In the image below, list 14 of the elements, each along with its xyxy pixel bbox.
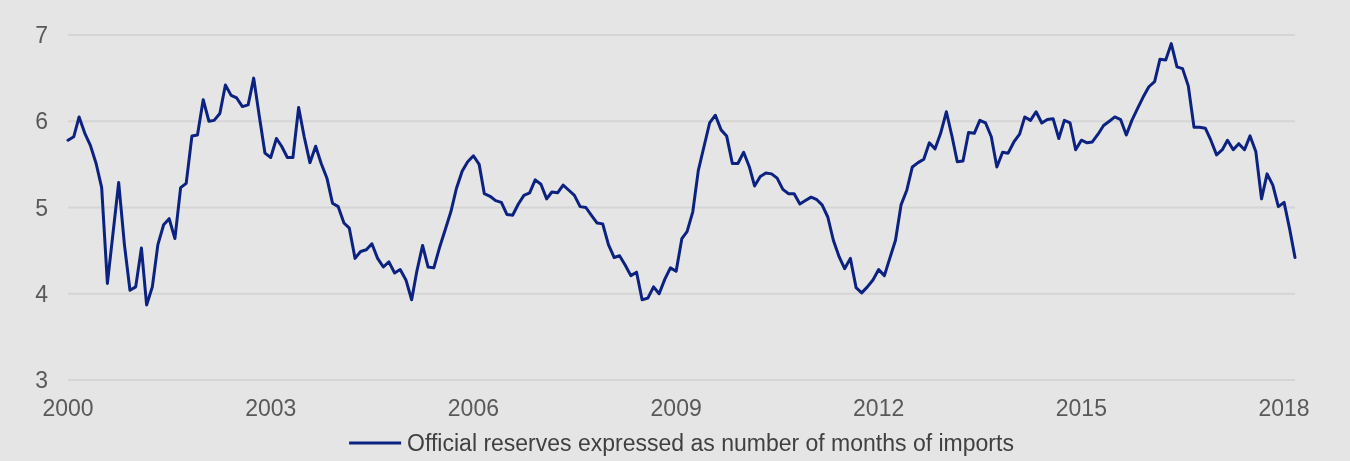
line-series xyxy=(66,42,1297,307)
legend-label: Official reserves expressed as number of months of imports xyxy=(407,430,1014,457)
y-tick-label: 5 xyxy=(35,194,48,221)
y-tick-label: 4 xyxy=(35,280,49,307)
x-tick-label: 2009 xyxy=(650,395,702,422)
y-tick-label: 3 xyxy=(35,367,48,394)
x-tick-label: 2000 xyxy=(42,395,94,422)
y-tick-label: 7 xyxy=(35,22,48,49)
y-tick-label: 6 xyxy=(35,108,48,135)
x-tick-label: 2003 xyxy=(245,395,297,422)
x-tick-label: 2006 xyxy=(447,395,500,422)
x-tick-label: 2018 xyxy=(1258,395,1310,422)
x-tick-label: 2012 xyxy=(853,395,905,422)
x-tick-label: 2015 xyxy=(1055,395,1107,422)
